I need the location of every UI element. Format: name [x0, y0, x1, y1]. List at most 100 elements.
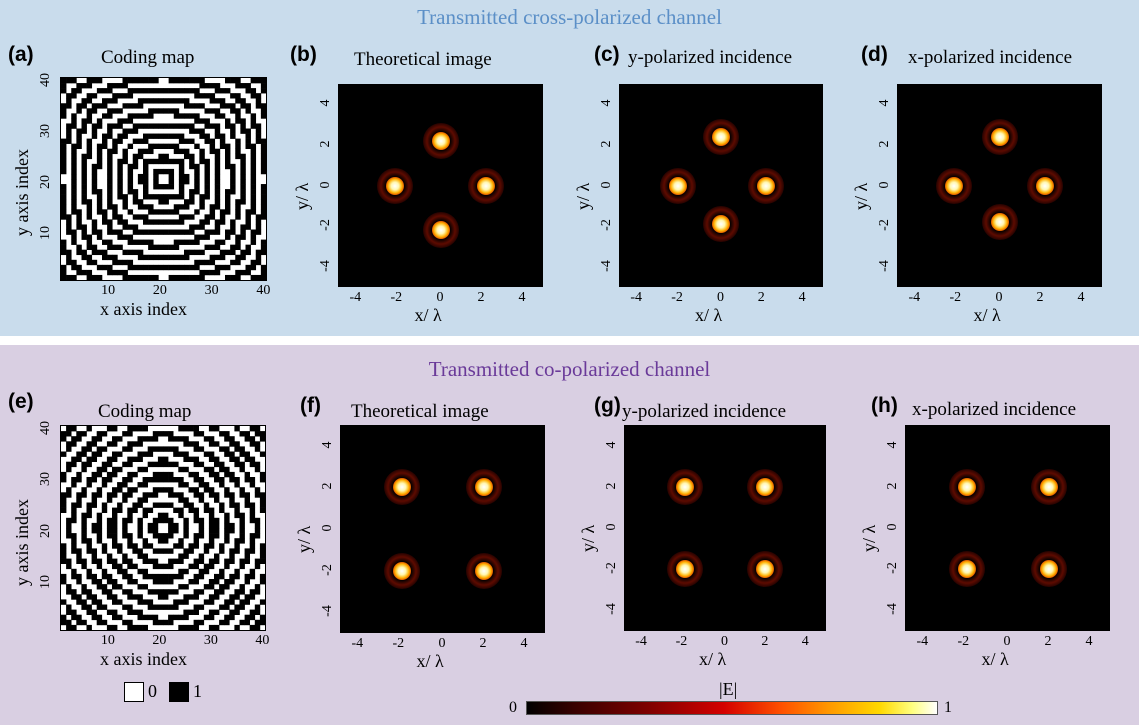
coding-cell: [107, 128, 113, 134]
panel-label-b: (b): [290, 43, 317, 66]
coding-cell: [230, 108, 236, 114]
coding-cell: [101, 431, 108, 437]
coding-cell: [168, 274, 175, 280]
coding-cell: [143, 239, 149, 245]
coding-cell: [183, 599, 189, 605]
coding-cell: [198, 482, 205, 488]
coding-cell: [137, 548, 143, 554]
coding-cell: [152, 548, 159, 554]
coding-cell: [183, 624, 189, 630]
coding-cell: [71, 264, 77, 271]
coding-cell: [259, 502, 265, 508]
coding-cell: [173, 78, 180, 84]
coding-cell: [66, 138, 72, 144]
coding-cell: [188, 579, 194, 585]
panel-label-g: (g): [594, 394, 621, 417]
coding-cell: [158, 123, 164, 129]
coding-cell: [188, 441, 194, 447]
coding-cell: [157, 512, 164, 519]
coding-cell: [96, 619, 103, 626]
coding-cell: [153, 244, 159, 250]
coding-cell: [163, 604, 169, 610]
coding-cell: [81, 249, 87, 256]
coding-cell: [101, 573, 108, 580]
coding-cell: [86, 568, 92, 575]
coding-cell: [76, 548, 82, 554]
coding-cell: [132, 548, 138, 554]
coding-cell: [147, 558, 154, 564]
coding-cell: [173, 133, 180, 139]
coding-cell: [91, 451, 97, 457]
y-tick-a: 30: [38, 123, 53, 138]
coding-cell: [168, 108, 175, 114]
coding-cell: [137, 179, 144, 185]
coding-cell: [122, 604, 128, 610]
coding-cell: [249, 548, 256, 554]
coding-cell: [137, 264, 144, 271]
coding-cell: [122, 269, 128, 276]
coding-cell: [71, 477, 77, 483]
coding-cell: [219, 249, 226, 256]
coding-cell: [76, 456, 82, 462]
coding-cell: [127, 624, 133, 630]
coding-cell: [91, 548, 97, 554]
coding-cell: [189, 138, 195, 144]
coding-cell: [260, 113, 266, 119]
coding-cell: [102, 209, 108, 215]
coding-cell: [117, 168, 123, 175]
coding-cell: [194, 209, 200, 215]
coding-cell: [101, 548, 108, 554]
coding-cell: [71, 199, 77, 205]
coding-cell: [225, 274, 231, 280]
coding-cell: [193, 533, 199, 539]
y-tick-g: 0: [604, 523, 619, 531]
coding-cell: [259, 579, 265, 585]
y-tick-h: -2: [885, 562, 900, 575]
coding-cell: [235, 214, 241, 220]
panel-title-b: Theoretical image: [354, 49, 492, 70]
coding-cell: [163, 594, 169, 600]
focal-spot: [474, 478, 493, 497]
coding-cell: [157, 477, 164, 483]
coding-cell: [178, 568, 184, 575]
coding-cell: [61, 199, 67, 205]
coding-cell: [158, 143, 164, 149]
coding-cell: [102, 219, 108, 225]
x-tick-e: 20: [152, 633, 167, 648]
coding-cell: [127, 249, 134, 256]
coding-cell: [260, 264, 266, 271]
coding-cell: [255, 224, 262, 230]
coding-cell: [117, 184, 123, 190]
x-tick-f: 2: [479, 636, 487, 651]
coding-cell: [91, 492, 97, 498]
coding-cell: [96, 614, 103, 621]
coding-cell: [102, 98, 108, 104]
coding-cell: [127, 619, 133, 626]
focal-spot: [756, 176, 775, 195]
coding-cell: [132, 199, 139, 205]
coding-cell: [208, 522, 215, 529]
coding-cell: [178, 239, 185, 245]
coding-cell: [143, 184, 149, 190]
y-tick-f: 2: [320, 482, 335, 490]
coding-cell: [127, 589, 133, 595]
coding-cell: [214, 229, 221, 235]
y-axis-label-b: y/ λ: [292, 182, 312, 210]
coding-cell: [143, 133, 149, 139]
coding-cell: [132, 426, 138, 432]
x-axis-label-d: x/ λ: [973, 305, 1001, 325]
coding-cell: [250, 173, 257, 180]
coding-cell: [260, 239, 266, 245]
x-axis-label-f: x/ λ: [416, 651, 444, 671]
coding-cell: [214, 88, 221, 94]
coding-cell: [173, 436, 179, 442]
coding-cell: [183, 451, 189, 457]
coding-cell: [96, 148, 103, 155]
coding-cell: [127, 558, 133, 564]
coding-cell: [147, 492, 154, 498]
coding-cell: [239, 599, 245, 605]
coding-cell: [66, 123, 72, 129]
coding-cell: [199, 103, 205, 109]
coding-cell: [147, 477, 154, 483]
coding-cell: [106, 441, 113, 447]
